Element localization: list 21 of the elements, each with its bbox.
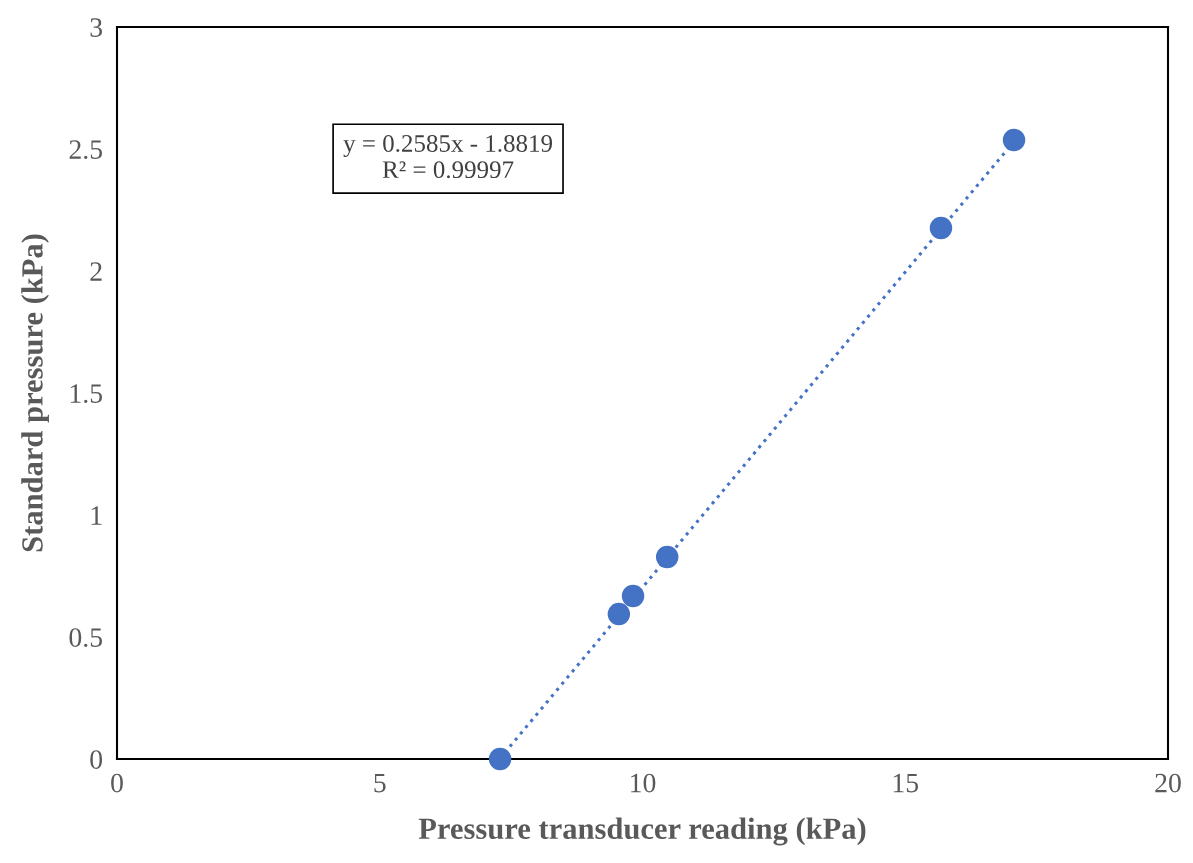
y-tick-label: 0	[90, 750, 103, 769]
x-tick-label: 15	[893, 773, 919, 793]
point	[1002, 128, 1026, 152]
x-tick-label: 10	[631, 773, 656, 793]
x-axis-title: Pressure transducer reading (kPa)	[418, 817, 866, 846]
y-axis-title: Standard pressure (kPa)	[21, 234, 49, 552]
y-tick-label: 2.5	[69, 140, 103, 160]
x-tick-label: 0	[111, 773, 123, 793]
x-tick-label: 20	[1155, 773, 1181, 793]
point	[488, 747, 512, 771]
y-tick-label: 2	[90, 262, 102, 281]
y-tick-label: 1	[91, 506, 102, 525]
y-tick-label: 0.5	[69, 628, 103, 648]
point	[655, 545, 679, 569]
y-tick-label: 1.5	[70, 384, 103, 404]
point	[929, 216, 953, 240]
point	[607, 602, 631, 626]
point	[621, 584, 645, 608]
x-tick-label: 5	[374, 773, 386, 793]
y-tick-label: 3	[90, 18, 103, 37]
annotation: y = 0.2585x - 1.8819 R² = 0.99997	[343, 135, 552, 179]
